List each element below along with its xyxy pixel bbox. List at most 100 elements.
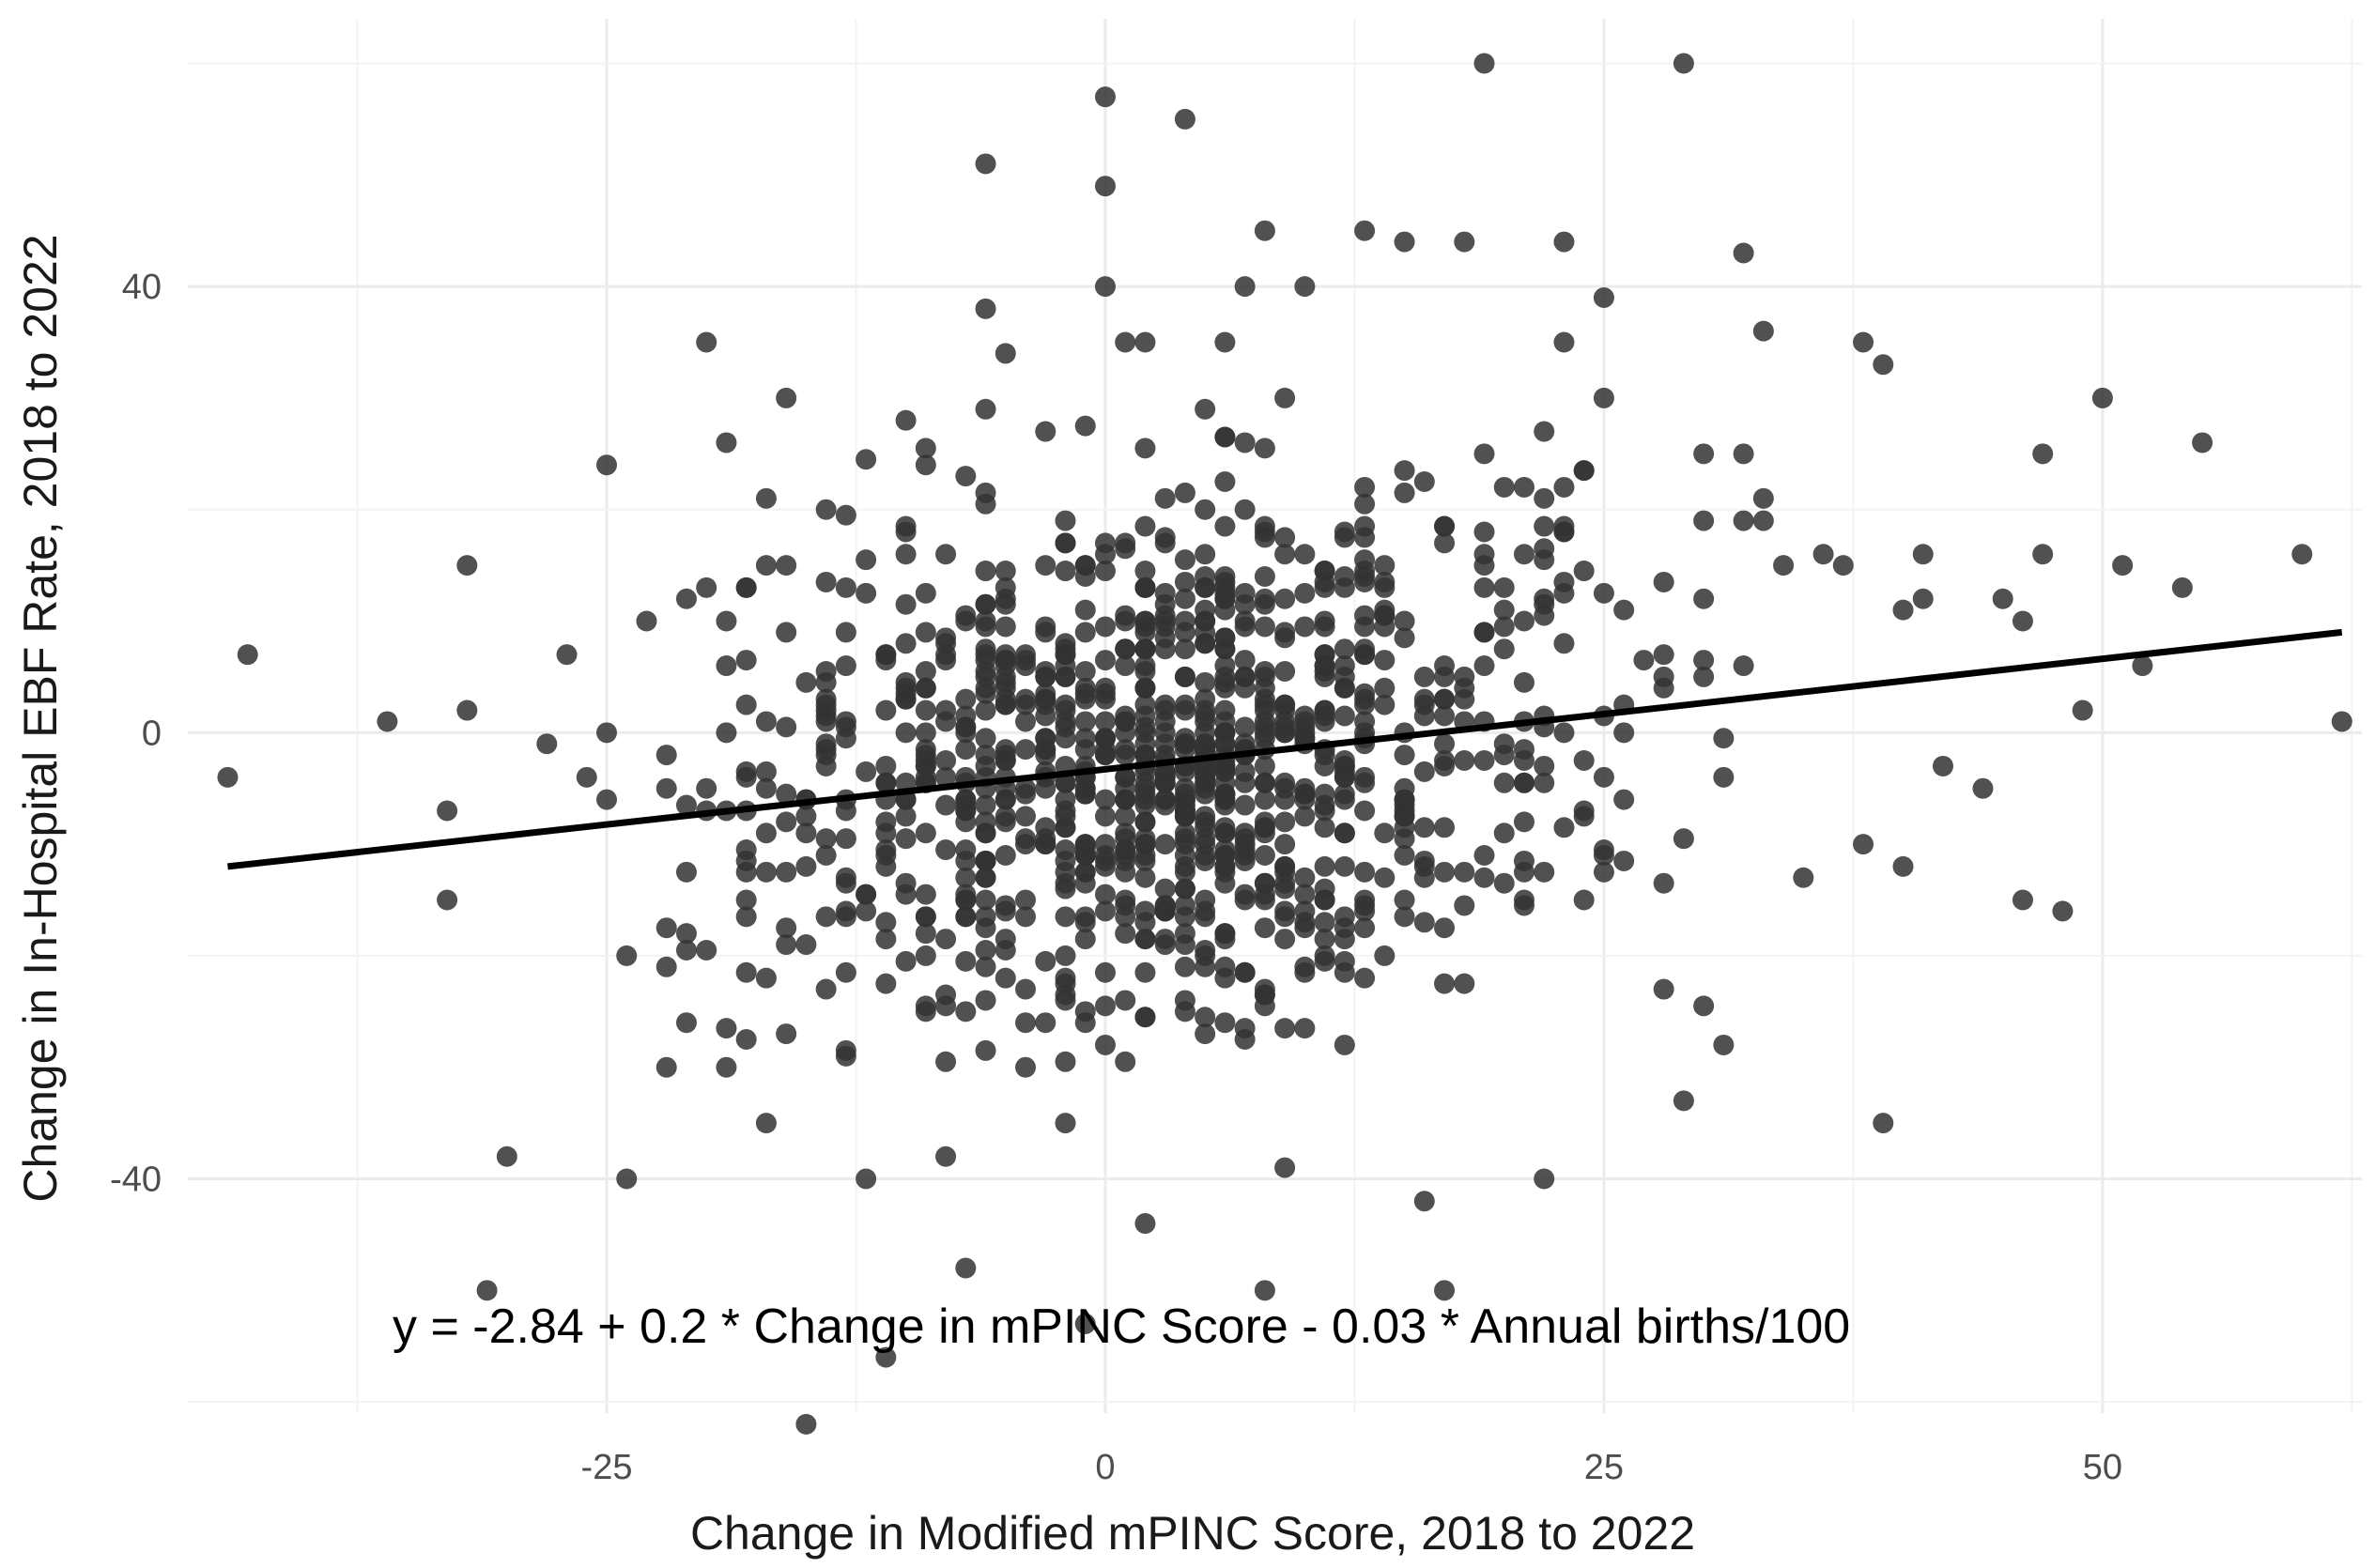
scatter-point	[1035, 950, 1056, 972]
scatter-point	[1174, 956, 1195, 977]
scatter-point	[1234, 593, 1256, 615]
scatter-point	[1314, 912, 1335, 933]
scatter-point	[1134, 961, 1156, 983]
scatter-point	[1234, 961, 1256, 983]
scatter-point	[776, 622, 797, 643]
scatter-point	[1314, 610, 1335, 632]
scatter-point	[1254, 811, 1275, 833]
scatter-point	[1234, 616, 1256, 638]
scatter-point	[1214, 839, 1236, 861]
scatter-point	[237, 644, 258, 666]
scatter-point	[1493, 872, 1515, 894]
scatter-point	[755, 711, 777, 732]
scatter-point	[1094, 86, 1116, 108]
scatter-point	[975, 939, 996, 961]
scatter-point	[1115, 806, 1136, 827]
scatter-point	[995, 343, 1016, 364]
scatter-point	[377, 711, 398, 732]
scatter-point	[1195, 705, 1216, 727]
scatter-point	[1693, 443, 1715, 465]
scatter-point	[1773, 555, 1795, 576]
scatter-point	[1334, 527, 1355, 548]
scatter-point	[1434, 861, 1456, 883]
scatter-point	[1354, 800, 1376, 822]
scatter-point	[1693, 666, 1715, 687]
scatter-point	[616, 945, 638, 966]
scatter-point	[1134, 576, 1156, 598]
scatter-point	[1613, 599, 1635, 621]
scatter-point	[1074, 415, 1096, 437]
scatter-point	[1334, 1034, 1355, 1055]
scatter-point	[815, 571, 837, 592]
scatter-point	[915, 722, 936, 744]
scatter-point	[1274, 878, 1296, 899]
scatter-point	[1174, 699, 1195, 721]
scatter-point	[1274, 699, 1296, 721]
scatter-point	[895, 806, 917, 827]
scatter-point	[735, 576, 757, 598]
scatter-point	[1174, 622, 1195, 643]
scatter-point	[935, 544, 957, 565]
scatter-point	[1134, 331, 1156, 353]
scatter-point	[1553, 331, 1575, 353]
scatter-point	[1553, 722, 1575, 744]
scatter-point	[1354, 861, 1376, 883]
scatter-point	[456, 555, 478, 576]
scatter-point	[1413, 705, 1435, 727]
scatter-point	[1473, 750, 1495, 772]
scatter-point	[995, 811, 1016, 833]
scatter-point	[935, 766, 957, 788]
scatter-point	[755, 1113, 777, 1134]
scatter-point	[1374, 555, 1396, 576]
scatter-point	[955, 800, 977, 822]
scatter-point	[995, 576, 1016, 598]
scatter-point	[935, 1145, 957, 1167]
scatter-point	[1354, 527, 1376, 548]
scatter-point	[1214, 627, 1236, 649]
scatter-point	[975, 956, 996, 977]
scatter-point	[1274, 811, 1296, 833]
scatter-point	[1074, 599, 1096, 621]
scatter-point	[1254, 772, 1275, 793]
scatter-point	[1115, 990, 1136, 1011]
scatter-point	[1892, 599, 1914, 621]
scatter-point	[1055, 728, 1076, 749]
scatter-point	[696, 939, 717, 961]
scatter-point	[1195, 845, 1216, 866]
scatter-point	[1972, 777, 1994, 799]
scatter-point	[1513, 610, 1534, 632]
scatter-point	[1354, 638, 1376, 660]
scatter-point	[1573, 806, 1595, 827]
scatter-point	[1274, 1018, 1296, 1039]
scatter-point	[1254, 845, 1275, 866]
scatter-point	[1354, 549, 1376, 571]
scatter-point	[1374, 694, 1396, 715]
scatter-point	[995, 967, 1016, 989]
scatter-point	[1434, 1280, 1456, 1301]
scatter-point	[1534, 861, 1555, 883]
scatter-point	[655, 956, 677, 977]
scatter-point	[636, 610, 657, 632]
scatter-point	[1055, 878, 1076, 899]
scatter-point	[716, 610, 737, 632]
scatter-point	[655, 917, 677, 939]
trend-line-group	[227, 628, 2343, 870]
scatter-point	[217, 766, 239, 788]
scatter-point	[1534, 515, 1555, 537]
scatter-point	[875, 973, 897, 994]
scatter-point	[935, 929, 957, 950]
scatter-point	[1134, 1213, 1156, 1235]
scatter-point	[1214, 872, 1236, 894]
scatter-point	[1513, 544, 1534, 565]
scatter-point	[1254, 1280, 1275, 1301]
scatter-point	[875, 755, 897, 776]
scatter-point	[975, 822, 996, 844]
scatter-point	[1214, 677, 1236, 699]
scatter-point	[1214, 599, 1236, 621]
scatter-point	[1094, 650, 1116, 671]
scatter-point	[875, 855, 897, 877]
scatter-point	[437, 800, 458, 822]
scatter-point	[596, 454, 618, 476]
scatter-point	[835, 1045, 856, 1067]
scatter-point	[1354, 220, 1376, 241]
